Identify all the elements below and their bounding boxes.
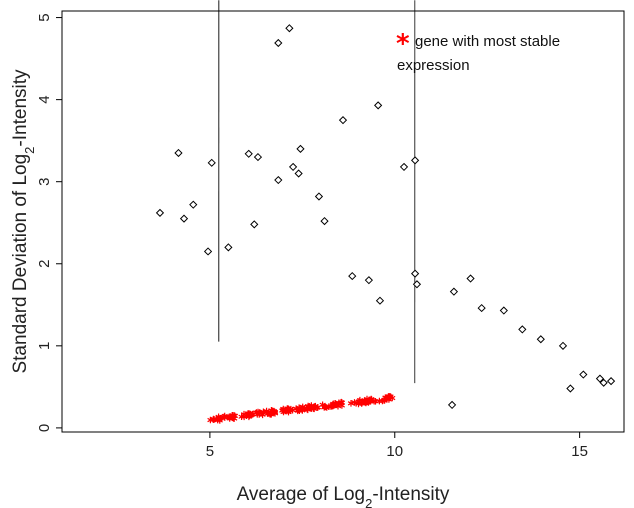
data-point [566,384,575,393]
data-point [447,400,457,410]
data-point [399,162,409,172]
data-point [348,271,357,281]
plot-frame [61,10,625,433]
legend: * gene with most stable expression [396,29,560,74]
y-tick-label: 5 [36,13,53,21]
data-point [179,214,189,223]
y-axis: 0 1 2 3 4 5 [36,13,63,432]
data-point [518,325,527,334]
data-point [410,269,420,278]
data-point [288,162,298,172]
data-point [207,158,216,167]
data-point [189,200,198,209]
data-point [449,287,459,296]
data-point [536,335,545,344]
data-point [274,175,283,185]
y-tick-label: 4 [36,95,53,103]
data-point [174,148,183,158]
data-point [244,149,253,158]
data-point [374,101,383,110]
legend-label-line-2: expression [397,57,470,74]
y-tick-label: 0 [36,424,53,432]
legend-star-icon: * [396,29,410,59]
x-axis-title: Average of Log2-Intensity [237,484,450,508]
data-point [296,144,305,153]
data-point [499,306,508,315]
legend-label-line-1: gene with most stable [415,33,560,50]
data-point [558,341,568,350]
x-axis: 5 10 15 [206,431,588,460]
data-point [410,156,420,165]
data-point [224,243,233,252]
data-point [285,24,294,33]
stable-gene-points [207,393,396,424]
data-point [338,116,348,125]
data-point [274,38,283,48]
x-tick-label: 15 [571,443,588,460]
data-point [477,303,486,313]
y-axis-title: Standard Deviation of Log2-Intensity [10,69,37,374]
data-point [375,296,385,305]
x-tick-label: 5 [206,443,214,460]
data-point [595,374,605,383]
data-point [466,274,475,283]
data-point [253,152,263,162]
data-points [155,24,616,410]
data-point [320,216,329,226]
y-tick-label: 1 [36,342,53,350]
stable-gene-stars [207,393,396,424]
data-point [412,280,422,289]
data-point [364,276,373,285]
data-point [155,208,165,217]
y-tick-label: 2 [36,260,53,268]
y-tick-label: 3 [36,178,53,186]
data-point [599,378,608,387]
data-point [203,247,213,256]
data-point [606,377,616,386]
data-point [579,370,588,379]
data-point [314,192,324,201]
data-point [250,220,259,229]
data-point [294,169,303,178]
x-tick-label: 10 [386,443,403,460]
dense-point-cloud [218,0,416,384]
